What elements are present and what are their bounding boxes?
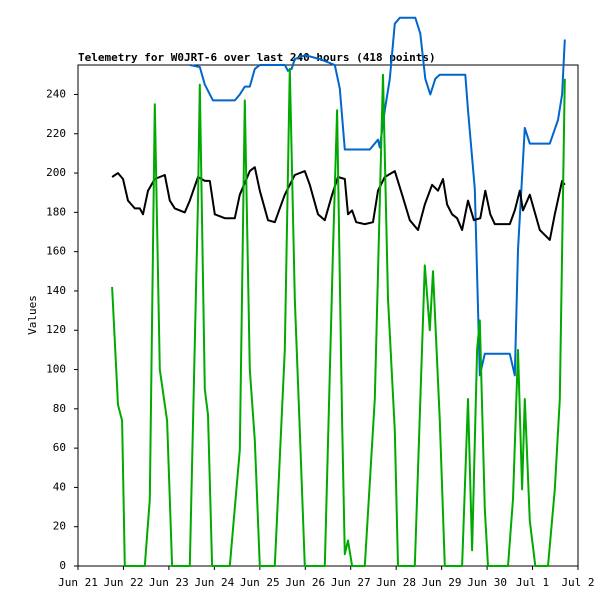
- x-tick-label: Jun 26: [285, 576, 325, 589]
- y-tick-label: 200: [46, 166, 66, 179]
- series-line: [189, 16, 566, 377]
- x-tick-label: Jun 22: [104, 576, 144, 589]
- x-tick-label: Jun 29: [422, 576, 462, 589]
- chart-title: Telemetry for W0JRT-6 over last 240 hour…: [78, 51, 436, 64]
- x-tick-label: Jun 27: [331, 576, 371, 589]
- y-tick-label: 0: [59, 559, 66, 572]
- y-tick-label: 20: [53, 520, 66, 533]
- x-tick-label: Jul 2: [561, 576, 594, 589]
- x-tick-label: Jun 28: [376, 576, 416, 589]
- plot-frame: [77, 64, 579, 567]
- y-tick-label: 80: [53, 402, 66, 415]
- x-tick-label: Jul 1: [516, 576, 549, 589]
- y-axis-label: Values: [26, 295, 39, 335]
- y-tick-label: 240: [46, 87, 66, 100]
- y-tick-label: 120: [46, 323, 66, 336]
- x-tick-label: Jun 24: [194, 576, 234, 589]
- y-tick-label: 40: [53, 480, 66, 493]
- series-line: [111, 67, 566, 567]
- x-tick-label: Jun 30: [467, 576, 507, 589]
- y-tick-label: 60: [53, 441, 66, 454]
- y-tick-label: 180: [46, 205, 66, 218]
- x-tick-label: Jun 23: [149, 576, 189, 589]
- x-tick-label: Jun 25: [240, 576, 280, 589]
- y-tick-label: 160: [46, 245, 66, 258]
- series-line: [111, 166, 566, 241]
- x-tick-label: Jun 21: [58, 576, 98, 589]
- y-tick-label: 220: [46, 127, 66, 140]
- y-tick-label: 100: [46, 363, 66, 376]
- y-tick-label: 140: [46, 284, 66, 297]
